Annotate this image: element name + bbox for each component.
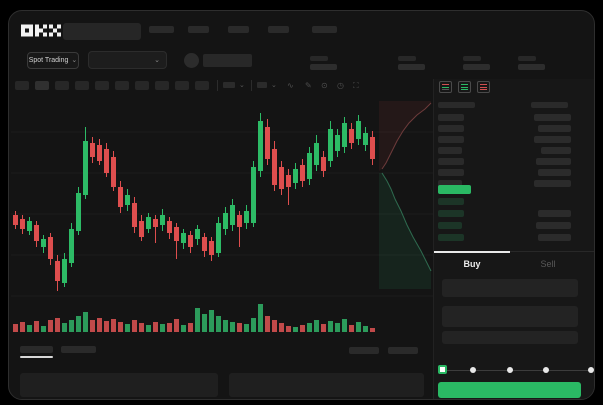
stat-value bbox=[518, 64, 545, 70]
slider-stop[interactable] bbox=[543, 367, 549, 373]
toolbar-button[interactable] bbox=[195, 81, 209, 90]
orders-panel-left bbox=[20, 373, 218, 397]
toolbar-button[interactable] bbox=[115, 81, 129, 90]
okx-app-window: Spot Trading ⌄ ⌄ ⌄ ⌄ ∿ ✎ ⊙ ◷ ⛶ Buy Sell bbox=[8, 10, 595, 400]
tab-sell[interactable]: Sell bbox=[540, 259, 556, 269]
history-icon[interactable]: ◷ bbox=[337, 81, 344, 90]
toolbar-button[interactable] bbox=[55, 81, 69, 90]
bid-amount bbox=[536, 222, 571, 229]
ask-amount bbox=[538, 125, 571, 132]
toolbar-button[interactable] bbox=[75, 81, 89, 90]
tab-buy[interactable]: Buy bbox=[463, 259, 481, 269]
toolbar-button[interactable] bbox=[175, 81, 189, 90]
nav-item[interactable] bbox=[268, 26, 289, 33]
slider-stop[interactable] bbox=[507, 367, 513, 373]
stat-label bbox=[398, 56, 416, 61]
stat-label bbox=[518, 56, 536, 61]
fullscreen-icon[interactable]: ⛶ bbox=[353, 81, 359, 90]
buy-button[interactable] bbox=[438, 382, 581, 398]
ask-amount bbox=[534, 114, 571, 121]
camera-icon[interactable]: ⊙ bbox=[321, 81, 328, 90]
market-type-selector[interactable]: Spot Trading ⌄ bbox=[27, 52, 79, 69]
toolbar-button[interactable] bbox=[35, 81, 49, 90]
book-asks-icon[interactable] bbox=[477, 81, 490, 93]
chevron-down-icon[interactable]: ⌄ bbox=[239, 82, 245, 89]
wave-icon[interactable]: ∿ bbox=[287, 81, 294, 90]
ask-price[interactable] bbox=[438, 147, 462, 154]
bid-price[interactable] bbox=[438, 210, 464, 217]
ask-amount bbox=[536, 158, 571, 165]
toolbar-divider bbox=[251, 80, 252, 91]
chart-option-button[interactable] bbox=[388, 347, 418, 354]
toolbar-button[interactable] bbox=[155, 81, 169, 90]
order-input[interactable] bbox=[442, 279, 578, 297]
last-price-chip[interactable] bbox=[438, 185, 471, 194]
order-input[interactable] bbox=[442, 331, 578, 344]
orders-panel-right bbox=[229, 373, 424, 397]
chart-tab-active[interactable] bbox=[20, 346, 53, 353]
orderbook-price-header bbox=[438, 102, 475, 108]
toolbar-divider bbox=[217, 80, 218, 91]
ask-price[interactable] bbox=[438, 169, 464, 176]
stat-label bbox=[463, 56, 481, 61]
market-type-label: Spot Trading bbox=[28, 57, 69, 64]
amount-slider-handle[interactable] bbox=[438, 365, 447, 374]
stat-value bbox=[398, 64, 425, 70]
indicator-select[interactable] bbox=[223, 82, 235, 88]
amount-slider-track[interactable] bbox=[441, 370, 589, 371]
chevron-down-icon: ⌄ bbox=[71, 57, 78, 64]
bid-amount bbox=[538, 234, 571, 241]
last-price-placeholder bbox=[203, 54, 252, 67]
stat-value bbox=[463, 64, 490, 70]
slider-stop[interactable] bbox=[470, 367, 476, 373]
stat-value bbox=[310, 64, 337, 70]
bid-amount bbox=[538, 210, 571, 217]
toolbar-button[interactable] bbox=[95, 81, 109, 90]
chart-option-button[interactable] bbox=[349, 347, 379, 354]
ask-amount bbox=[541, 147, 571, 154]
nav-item[interactable] bbox=[188, 26, 209, 33]
orderbook-amount-header bbox=[531, 102, 568, 108]
chevron-down-icon: ⌄ bbox=[154, 56, 160, 64]
book-bids-icon[interactable] bbox=[458, 81, 471, 93]
nav-item[interactable] bbox=[228, 26, 249, 33]
trade-tabs: Buy Sell bbox=[434, 251, 594, 273]
book-both-icon[interactable] bbox=[439, 81, 452, 93]
toolbar-button[interactable] bbox=[15, 81, 29, 90]
bid-price[interactable] bbox=[438, 234, 464, 241]
brush-icon[interactable]: ✎ bbox=[305, 81, 312, 90]
chart-tab[interactable] bbox=[61, 346, 96, 353]
chart-toolbar: ⌄ ⌄ ∿ ✎ ⊙ ◷ ⛶ bbox=[9, 79, 433, 95]
chevron-down-icon[interactable]: ⌄ bbox=[271, 82, 277, 89]
interval-select[interactable] bbox=[257, 82, 267, 88]
nav-item[interactable] bbox=[312, 26, 337, 33]
coin-icon bbox=[184, 53, 199, 68]
ask-amount bbox=[538, 169, 571, 176]
stat-label bbox=[310, 56, 328, 61]
chart-tab-underline bbox=[20, 356, 53, 358]
candlestick-chart[interactable] bbox=[11, 101, 433, 343]
search-input[interactable] bbox=[63, 23, 141, 40]
orderbook-trade-panel: Buy Sell bbox=[433, 79, 594, 399]
ask-amount bbox=[534, 180, 571, 187]
nav-item[interactable] bbox=[149, 26, 174, 33]
okx-logo[interactable] bbox=[21, 24, 61, 37]
bid-price[interactable] bbox=[438, 198, 464, 205]
ask-price[interactable] bbox=[438, 125, 464, 132]
ask-price[interactable] bbox=[438, 114, 464, 121]
ask-amount bbox=[534, 136, 571, 143]
slider-stop[interactable] bbox=[588, 367, 594, 373]
pair-selector[interactable]: ⌄ bbox=[88, 51, 167, 69]
order-input[interactable] bbox=[442, 306, 578, 327]
buy-tab-indicator bbox=[434, 251, 510, 253]
toolbar-button[interactable] bbox=[135, 81, 149, 90]
bid-price[interactable] bbox=[438, 222, 462, 229]
ask-price[interactable] bbox=[438, 158, 464, 165]
ask-price[interactable] bbox=[438, 180, 462, 187]
ask-price[interactable] bbox=[438, 136, 464, 143]
